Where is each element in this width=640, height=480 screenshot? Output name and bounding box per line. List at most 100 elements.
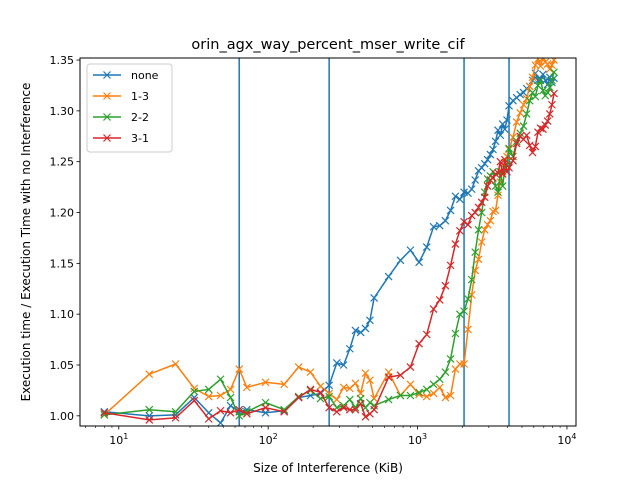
series-1-3	[100, 58, 558, 419]
data-point	[361, 412, 370, 421]
data-point	[306, 368, 315, 377]
data-point	[339, 361, 348, 369]
data-point	[519, 135, 528, 144]
data-point	[226, 393, 235, 402]
data-point	[441, 216, 450, 225]
x-tick-label: 104	[557, 432, 576, 447]
data-point	[171, 407, 180, 416]
data-point	[496, 131, 505, 140]
data-point	[483, 182, 492, 191]
data-point	[528, 148, 537, 157]
data-point	[525, 96, 534, 105]
legend-marker	[103, 134, 111, 142]
data-point	[467, 185, 476, 194]
data-point	[351, 379, 360, 388]
data-point	[235, 411, 244, 420]
legend-label: 1-3	[131, 90, 149, 103]
data-point	[422, 392, 431, 401]
x-tick-label: 101	[109, 432, 128, 447]
data-point	[519, 122, 528, 131]
data-point	[235, 405, 244, 414]
data-point	[345, 405, 354, 414]
x-axis: 101 102 103 104	[85, 426, 576, 447]
data-point	[422, 330, 431, 339]
data-point	[500, 155, 509, 164]
data-point	[294, 363, 303, 371]
data-point	[505, 163, 513, 172]
legend-marker	[103, 113, 111, 121]
data-point	[332, 395, 341, 404]
legend-label: none	[131, 69, 159, 82]
data-point	[539, 125, 547, 134]
data-point	[204, 414, 213, 423]
data-point	[370, 405, 379, 414]
data-point	[539, 58, 547, 62]
data-point	[477, 163, 486, 172]
data-point	[531, 142, 540, 151]
data-point	[280, 380, 289, 389]
data-point	[441, 281, 450, 290]
data-point	[496, 157, 505, 166]
data-point	[145, 405, 154, 414]
data-point	[516, 129, 525, 138]
data-point	[316, 388, 325, 397]
data-point	[522, 131, 531, 140]
data-point	[528, 88, 537, 97]
data-point	[550, 68, 558, 77]
data-point	[261, 378, 270, 387]
data-point	[235, 365, 244, 373]
x-tick-label: 103	[408, 432, 427, 447]
data-point	[280, 407, 289, 416]
data-point	[519, 88, 528, 97]
data-point	[396, 371, 405, 380]
data-point	[503, 167, 511, 176]
data-point	[366, 398, 374, 407]
data-point	[145, 415, 154, 424]
data-point	[483, 220, 492, 229]
data-point	[345, 395, 354, 404]
data-point	[486, 216, 495, 225]
data-point	[190, 393, 199, 402]
data-point	[226, 408, 235, 417]
data-point	[325, 389, 334, 398]
data-point	[543, 117, 552, 125]
data-point	[545, 83, 554, 92]
data-point	[446, 206, 455, 215]
legend-frame	[86, 63, 173, 153]
data-point	[356, 399, 365, 408]
data-point	[429, 389, 438, 398]
legend-marker	[103, 92, 111, 100]
data-point	[216, 375, 225, 384]
data-point	[491, 137, 500, 146]
data-point	[471, 248, 480, 257]
data-point	[415, 388, 424, 397]
y-axis: 1.00 1.05 1.10 1.15 1.20 1.25 1.30 1.35	[50, 54, 80, 423]
legend: none 1-3 2-2 3-1	[86, 63, 173, 153]
data-point	[543, 88, 552, 97]
data-point	[190, 387, 199, 396]
data-point	[455, 310, 464, 319]
data-point	[480, 225, 489, 234]
data-point	[306, 385, 315, 394]
data-point	[351, 405, 360, 414]
data-point	[477, 198, 486, 207]
data-point	[477, 238, 486, 246]
data-point	[525, 82, 534, 91]
data-point	[539, 86, 547, 95]
chart-title: orin_agx_way_percent_mser_write_cif	[191, 37, 465, 53]
data-point	[500, 125, 509, 134]
data-point	[550, 89, 558, 98]
data-point	[406, 391, 415, 400]
y-tick-label: 1.30	[50, 105, 75, 118]
data-point	[429, 222, 438, 231]
data-point	[204, 385, 213, 394]
data-point	[171, 410, 180, 419]
x-tick-label: 102	[259, 432, 278, 447]
data-point	[216, 406, 225, 415]
data-point	[396, 391, 405, 400]
data-point	[171, 360, 180, 368]
data-point	[204, 392, 213, 401]
data-point	[474, 225, 483, 234]
data-point	[550, 58, 558, 64]
data-point	[505, 144, 513, 153]
